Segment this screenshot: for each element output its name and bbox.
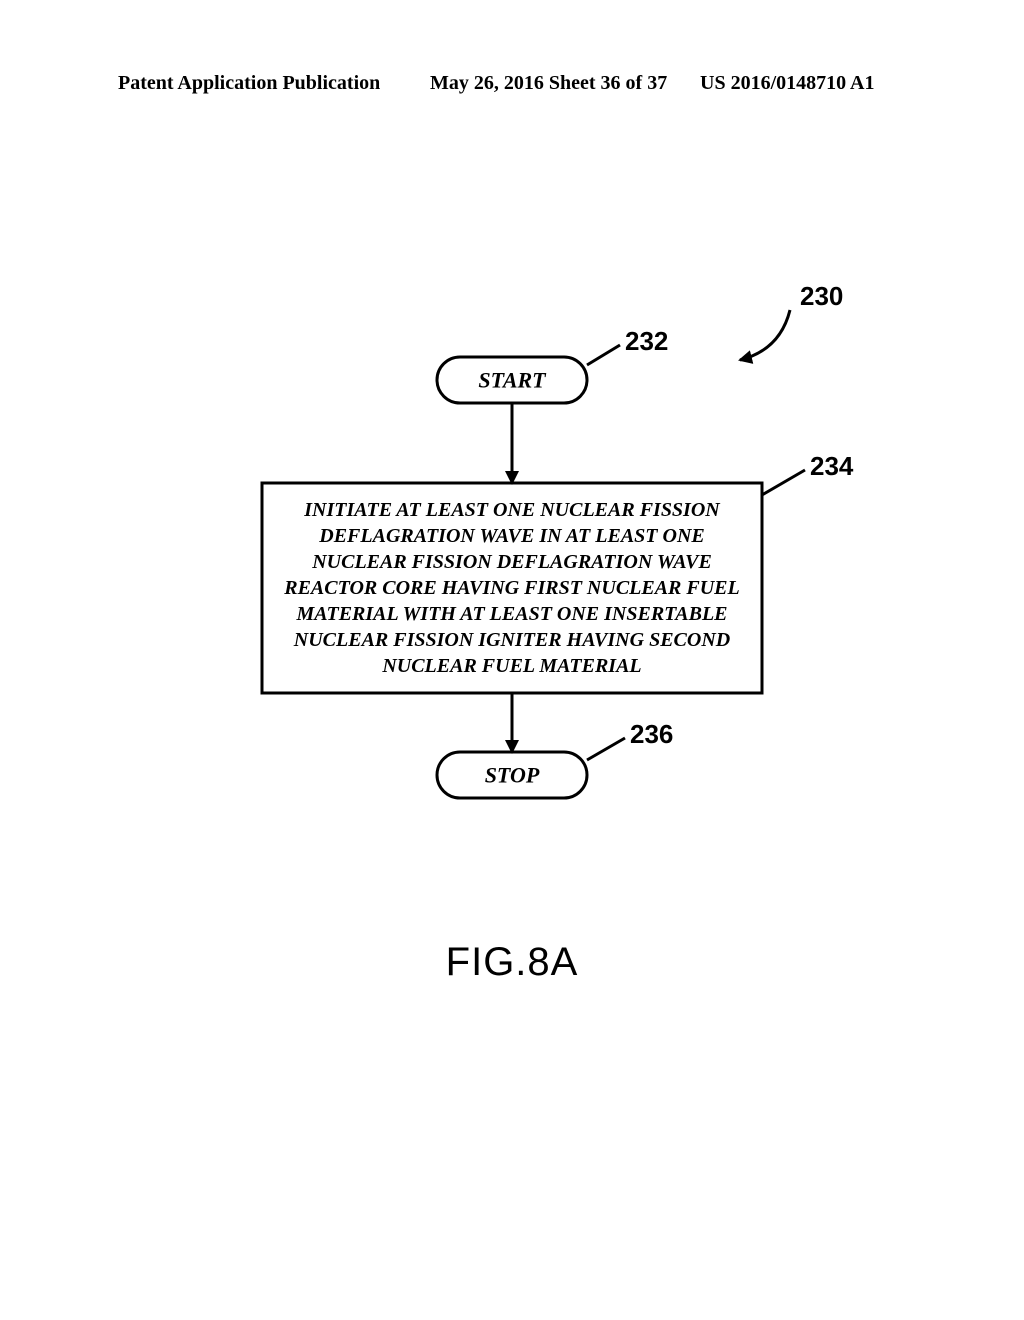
ref-label-236: 236 bbox=[630, 719, 673, 749]
ref-label-232: 232 bbox=[625, 326, 668, 356]
figure-label: FIG.8A bbox=[0, 940, 1024, 985]
start-label: START bbox=[478, 368, 547, 393]
overall-ref-label: 230 bbox=[800, 281, 843, 311]
stop-label: STOP bbox=[485, 763, 540, 788]
flowchart-diagram: START INITIATE AT LEAST ONE NUCLEAR FISSI… bbox=[0, 0, 1024, 1320]
process-label: INITIATE AT LEAST ONE NUCLEAR FISSIONDEF… bbox=[283, 499, 740, 677]
ref-leader-234 bbox=[762, 470, 805, 495]
overall-ref-leader bbox=[740, 310, 790, 360]
ref-leader-236 bbox=[587, 738, 625, 760]
ref-leader-232 bbox=[587, 345, 620, 365]
page-root: Patent Application Publication May 26, 2… bbox=[0, 0, 1024, 1320]
ref-label-234: 234 bbox=[810, 451, 854, 481]
